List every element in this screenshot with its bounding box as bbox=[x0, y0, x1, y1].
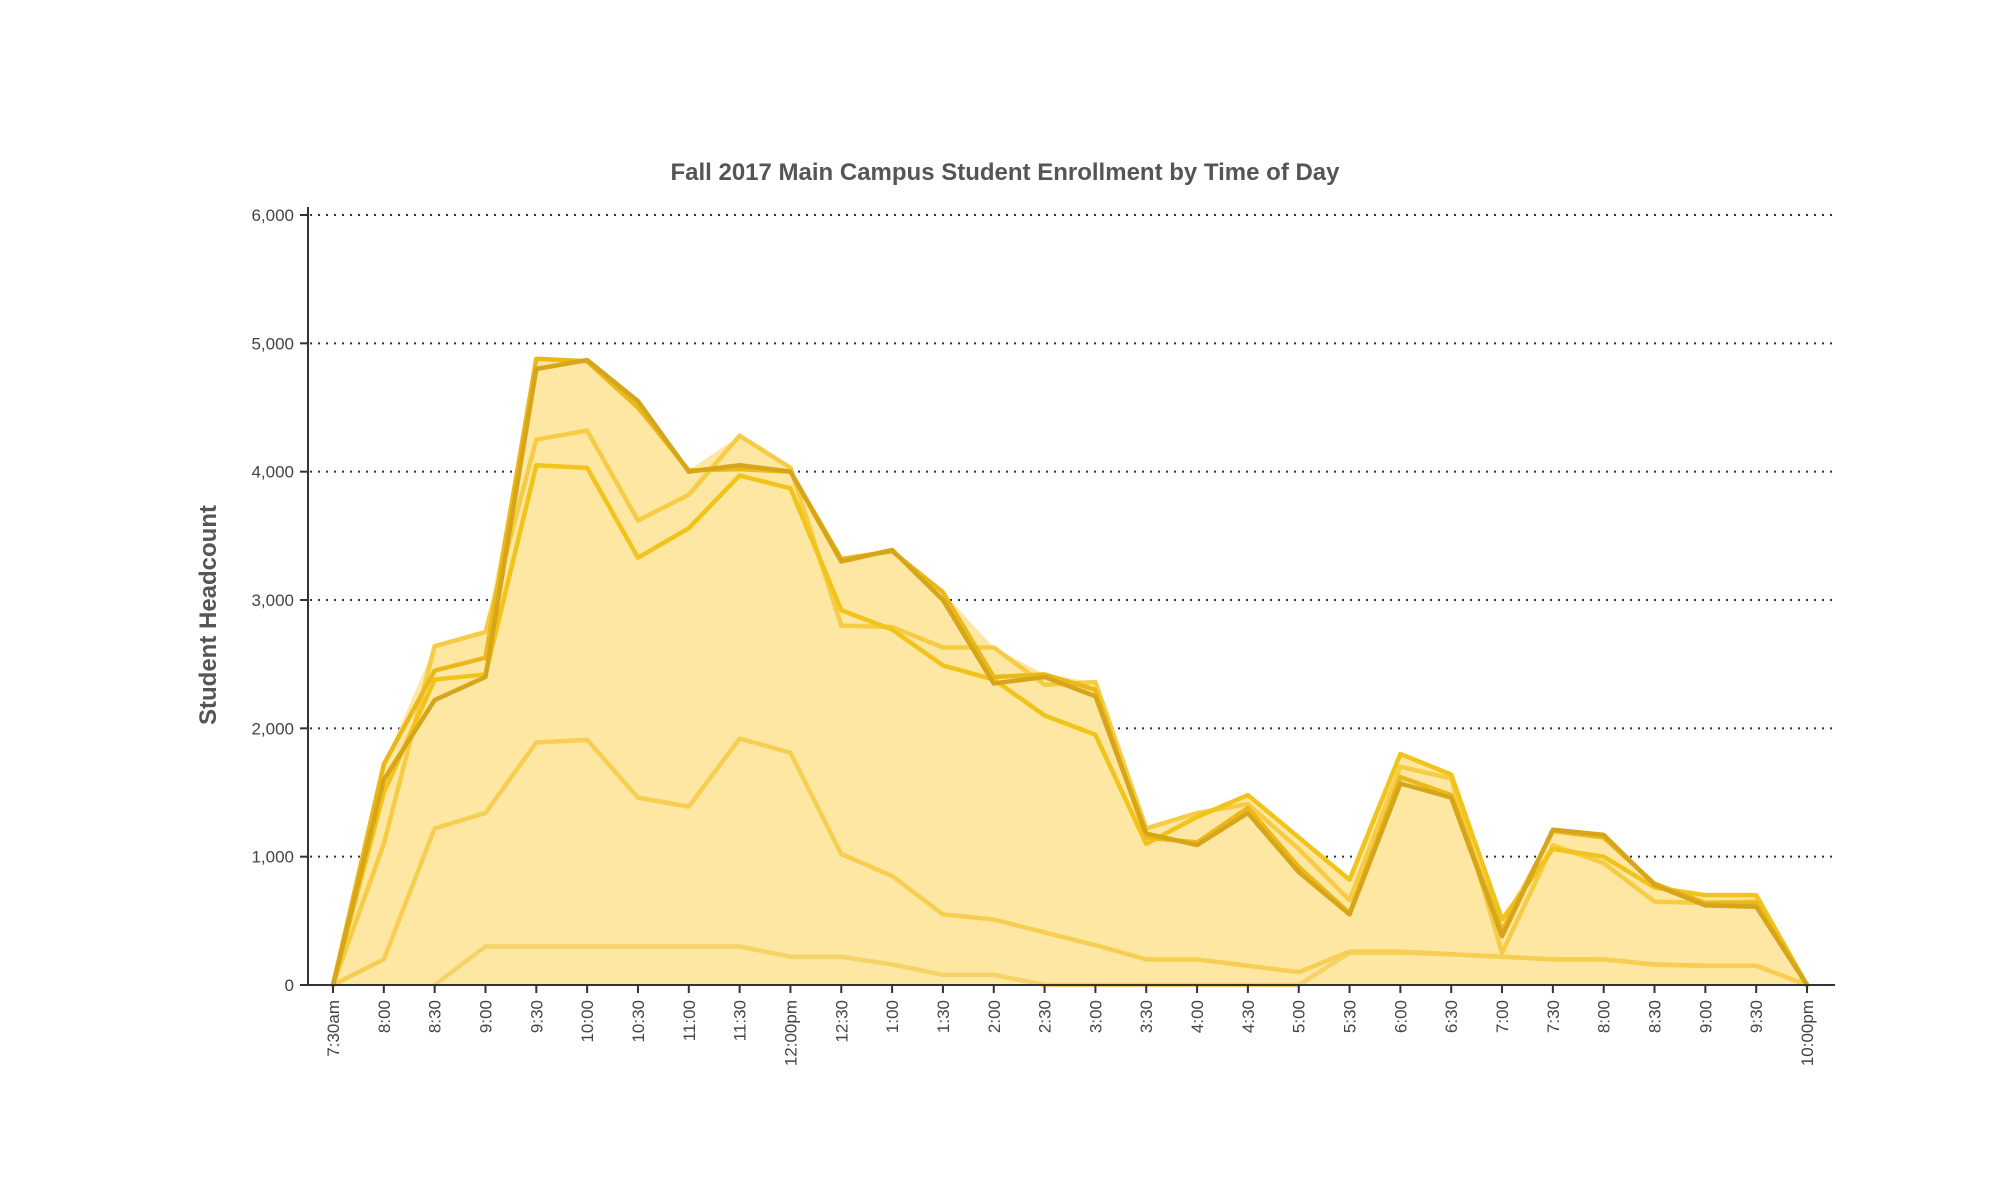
series-line-1 bbox=[330, 357, 1810, 988]
x-tick-label-28: 9:30 bbox=[1747, 1000, 1766, 1033]
x-tick-label-25: 8:00 bbox=[1595, 1000, 1614, 1033]
y-tick-label-3: 3,000 bbox=[251, 591, 294, 610]
x-tick-label-11: 1:00 bbox=[883, 1000, 902, 1033]
x-tick-label-15: 3:00 bbox=[1086, 1000, 1105, 1033]
x-tick-label-12: 1:30 bbox=[934, 1000, 953, 1033]
x-tick-label-10: 12:30 bbox=[832, 1000, 851, 1043]
x-tick-label-17: 4:00 bbox=[1188, 1000, 1207, 1033]
x-tick-label-3: 9:00 bbox=[476, 1000, 495, 1033]
x-tick-label-22: 6:30 bbox=[1442, 1000, 1461, 1033]
x-tick-label-13: 2:00 bbox=[985, 1000, 1004, 1033]
x-tick-label-9: 12:00pm bbox=[781, 1000, 800, 1066]
x-tick-label-6: 10:30 bbox=[629, 1000, 648, 1043]
x-tick-label-0: 7:30am bbox=[324, 1000, 343, 1057]
x-tick-label-14: 2:30 bbox=[1036, 1000, 1055, 1033]
x-tick-label-20: 5:30 bbox=[1341, 1000, 1360, 1033]
x-tick-labels: 7:30am 8:00 8:30 9:00 9:30 10:00 10:30 11:00 11:… bbox=[324, 1000, 1817, 1066]
x-tick-label-24: 7:30 bbox=[1544, 1000, 1563, 1033]
x-tick-label-16: 3:30 bbox=[1137, 1000, 1156, 1033]
y-tick-label-5: 5,000 bbox=[251, 334, 294, 353]
area-fill bbox=[333, 358, 1807, 985]
series-line-5 bbox=[330, 736, 1810, 988]
y-tick-label-4: 4,000 bbox=[251, 463, 294, 482]
area-envelope bbox=[333, 358, 1807, 985]
x-tick-label-26: 8:30 bbox=[1646, 1000, 1665, 1033]
x-tick-label-18: 4:30 bbox=[1239, 1000, 1258, 1033]
x-tick-label-7: 11:00 bbox=[680, 1000, 699, 1041]
y-tick-labels: 0 1,000 2,000 3,000 4,000 5,000 6,000 bbox=[251, 206, 294, 995]
x-tick-label-27: 9:00 bbox=[1696, 1000, 1715, 1033]
x-tick-label-29: 10:00pm bbox=[1798, 1000, 1817, 1066]
x-tick-label-2: 8:30 bbox=[426, 1000, 445, 1033]
chart-title: Fall 2017 Main Campus Student Enrollment… bbox=[670, 159, 1340, 186]
series-line-3 bbox=[330, 463, 1810, 988]
x-tick-label-21: 6:00 bbox=[1391, 1000, 1410, 1033]
y-axis-label: Student Headcount bbox=[195, 505, 222, 725]
axes bbox=[300, 207, 1835, 993]
x-tick-label-1: 8:00 bbox=[375, 1000, 394, 1033]
y-tick-label-0: 0 bbox=[285, 976, 294, 995]
series-lines bbox=[330, 356, 1810, 988]
x-tick-label-8: 11:30 bbox=[731, 1000, 750, 1041]
y-tick-label-6: 6,000 bbox=[251, 206, 294, 225]
x-tick-label-4: 9:30 bbox=[527, 1000, 546, 1033]
x-tick-label-5: 10:00 bbox=[578, 1000, 597, 1043]
x-tick-label-19: 5:00 bbox=[1290, 1000, 1309, 1033]
y-tick-label-2: 2,000 bbox=[251, 719, 294, 738]
y-tick-label-1: 1,000 bbox=[251, 848, 294, 867]
x-tick-label-23: 7:00 bbox=[1493, 1000, 1512, 1033]
